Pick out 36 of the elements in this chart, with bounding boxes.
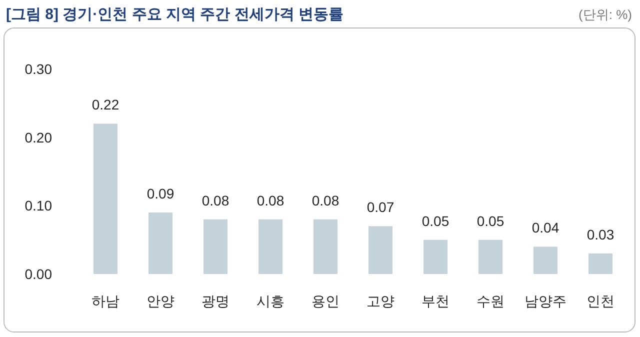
data-label: 0.08 <box>312 192 340 208</box>
y-tick-label: 0.20 <box>24 129 52 146</box>
bar <box>314 219 338 274</box>
bar <box>148 212 172 274</box>
data-label: 0.05 <box>422 212 450 229</box>
bar <box>368 226 392 274</box>
bar <box>588 254 612 274</box>
x-tick-label: 용인 <box>312 293 340 309</box>
x-tick-label: 광명 <box>202 293 230 309</box>
data-label: 0.04 <box>532 220 560 236</box>
bar <box>258 219 282 274</box>
data-label: 0.09 <box>146 186 174 202</box>
y-tick-label: 0.00 <box>24 266 52 282</box>
data-label: 0.03 <box>586 226 614 242</box>
data-label: 0.08 <box>256 192 284 208</box>
bar <box>424 240 448 274</box>
bar <box>204 219 228 274</box>
x-tick-label: 고양 <box>366 293 394 309</box>
x-tick-label: 시흥 <box>256 293 284 309</box>
x-tick-label: 안양 <box>146 293 174 309</box>
text: (단위: %) <box>578 7 632 22</box>
bar <box>478 240 502 274</box>
x-tick-label: 남양주 <box>524 293 566 309</box>
x-tick-label: 수원 <box>476 293 504 309</box>
bar <box>534 246 558 274</box>
y-tick-label: 0.30 <box>24 61 52 77</box>
data-label: 0.07 <box>366 199 394 216</box>
data-label: 0.22 <box>92 96 120 113</box>
x-tick-label: 인천 <box>586 293 614 309</box>
data-label: 0.05 <box>476 212 504 229</box>
chart-title: [그림 8] 경기·인천 주요 지역 주간 전세가격 변동률 <box>6 6 344 23</box>
bar <box>94 124 118 274</box>
data-label: 0.08 <box>202 192 230 208</box>
x-tick-label: 하남 <box>92 293 120 309</box>
x-tick-label: 부천 <box>422 293 450 309</box>
y-tick-label: 0.10 <box>24 198 52 214</box>
